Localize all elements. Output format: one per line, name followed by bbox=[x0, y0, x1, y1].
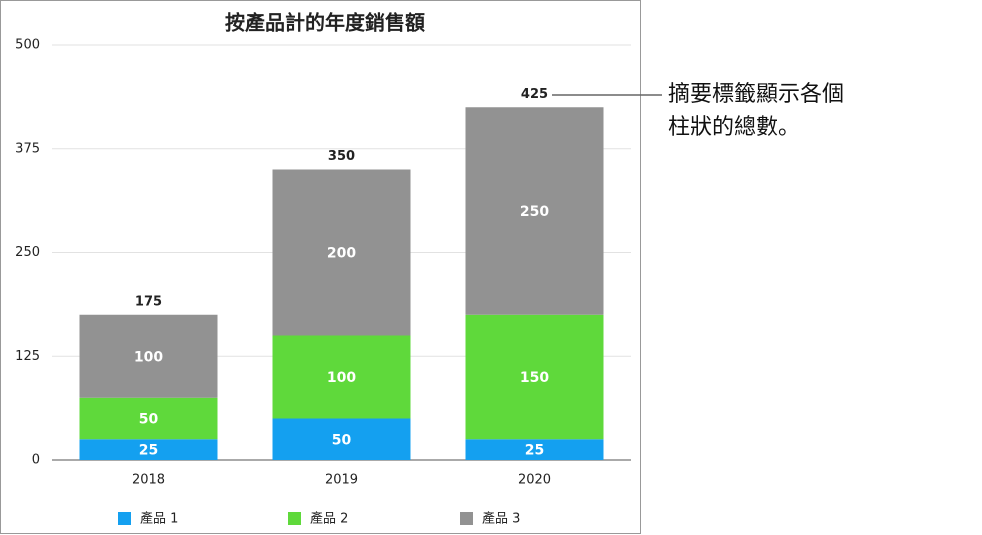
legend-label: 產品 2 bbox=[310, 511, 348, 527]
legend-label: 產品 3 bbox=[482, 511, 520, 527]
value-label: 50 bbox=[332, 432, 352, 448]
value-label: 25 bbox=[525, 443, 544, 459]
bar-segment bbox=[79, 397, 218, 440]
bar-segment bbox=[272, 335, 411, 419]
bar-segment bbox=[79, 314, 218, 398]
legend-label: 產品 1 bbox=[140, 511, 178, 527]
value-label: 50 bbox=[139, 412, 159, 428]
bar-segment bbox=[79, 439, 218, 460]
y-tick-label: 375 bbox=[15, 141, 40, 156]
y-tick-label: 500 bbox=[15, 38, 40, 53]
total-label: 175 bbox=[135, 294, 162, 309]
value-label: 100 bbox=[327, 370, 356, 386]
x-tick-label: 2019 bbox=[325, 473, 358, 488]
bar-segment bbox=[272, 418, 411, 460]
total-label: 350 bbox=[328, 149, 355, 164]
chart-title: 按產品計的年度銷售額 bbox=[225, 11, 425, 35]
x-tick-label: 2018 bbox=[132, 473, 165, 488]
y-tick-label: 125 bbox=[15, 349, 40, 364]
total-label: 425 bbox=[521, 87, 548, 102]
legend-swatch bbox=[460, 512, 473, 525]
y-tick-label: 250 bbox=[15, 245, 40, 260]
annotation: 摘要標籤顯示各個柱狀的總數。 bbox=[668, 82, 845, 140]
value-label: 150 bbox=[520, 370, 549, 386]
value-label: 250 bbox=[520, 204, 549, 220]
value-label: 200 bbox=[327, 246, 356, 262]
value-label: 100 bbox=[134, 349, 163, 365]
x-tick-label: 2020 bbox=[518, 473, 551, 488]
bar-segment bbox=[465, 314, 604, 440]
bar-segment bbox=[465, 107, 604, 315]
bar-segment bbox=[272, 169, 411, 336]
y-tick-label: 0 bbox=[32, 453, 40, 468]
value-label: 25 bbox=[139, 443, 158, 459]
legend-swatch bbox=[288, 512, 301, 525]
legend-swatch bbox=[118, 512, 131, 525]
bar-segment bbox=[465, 439, 604, 460]
